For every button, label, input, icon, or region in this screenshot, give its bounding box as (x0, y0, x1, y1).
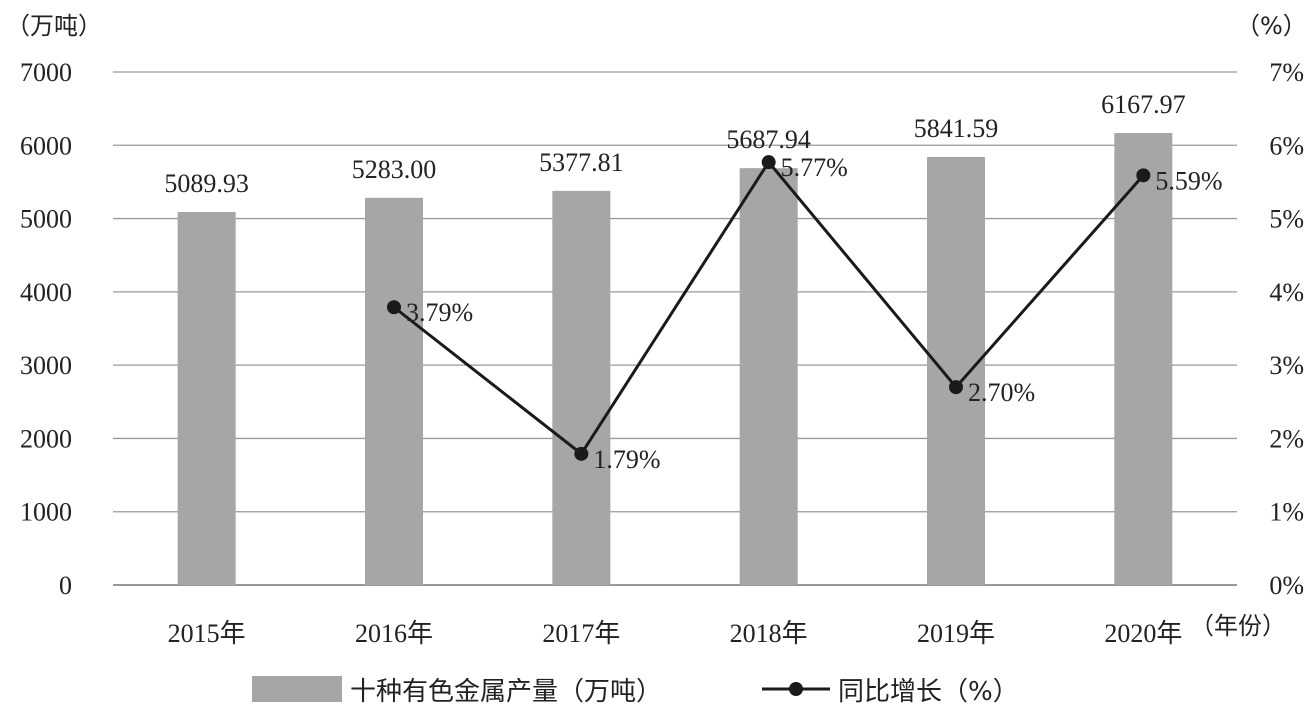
x-tick-label: 2015年 (168, 619, 246, 648)
growth-point (574, 446, 589, 461)
bar (739, 168, 798, 585)
bar-value-label: 6167.97 (1101, 90, 1186, 119)
grid-lines (113, 71, 1237, 586)
x-tick-label: 2018年 (730, 619, 808, 648)
bar-value-label: 5283.00 (352, 155, 437, 184)
y-tick-label: 4000 (20, 278, 72, 307)
y-tick-label: 6000 (20, 131, 72, 160)
bar-series (177, 132, 1173, 586)
legend-bar-swatch (252, 676, 342, 702)
growth-point (1136, 168, 1151, 183)
legend: 十种有色金属产量（万吨） 同比增长（%） (252, 676, 1019, 707)
left-axis-unit: （万吨） (6, 12, 102, 40)
y2-tick-label: 4% (1269, 278, 1304, 307)
axes: （万吨） （%） （年份） 0 1000 2000 3000 4000 5000 6000 7… (6, 12, 1307, 648)
legend-bar-label: 十种有色金属产量（万吨） (350, 677, 662, 707)
bar (1114, 132, 1173, 586)
y-tick-label: 0 (59, 571, 72, 600)
x-tick-label: 2020年 (1104, 619, 1182, 648)
bar (177, 211, 236, 586)
bar (552, 190, 611, 585)
y-tick-label: 1000 (20, 498, 72, 527)
bar-value-label: 5089.93 (164, 169, 249, 198)
bar (365, 197, 423, 585)
right-axis-unit: （%） (1236, 12, 1307, 40)
y2-tick-label: 2% (1269, 424, 1304, 453)
growth-point (949, 380, 963, 395)
y-tick-label: 2000 (20, 424, 72, 453)
growth-point (387, 300, 401, 315)
data-labels: 5089.93 5283.00 5377.81 5687.94 5841.59 6167.… (164, 90, 1222, 474)
x-axis-unit: （年份） (1190, 612, 1286, 640)
x-tick-label: 2017年 (542, 619, 620, 648)
legend-line-label: 同比增长（%） (838, 677, 1019, 707)
growth-value-label: 5.77% (781, 153, 848, 182)
growth-value-label: 3.79% (406, 298, 473, 327)
y2-tick-label: 7% (1269, 58, 1304, 87)
x-tick-label: 2016年 (355, 619, 433, 648)
y2-tick-label: 6% (1269, 131, 1304, 160)
bar (927, 156, 985, 585)
y2-tick-label: 1% (1269, 498, 1304, 527)
legend-line-marker (789, 682, 803, 696)
x-tick-label: 2019年 (917, 619, 995, 648)
y-tick-label: 3000 (20, 351, 72, 380)
line-series (387, 155, 1151, 461)
bar-value-label: 5377.81 (539, 148, 624, 177)
y2-tick-label: 0% (1269, 571, 1304, 600)
growth-point (761, 155, 776, 170)
bar-value-label: 5841.59 (914, 114, 999, 143)
y-tick-label: 5000 (20, 205, 72, 234)
bar-value-label: 5687.94 (726, 125, 811, 154)
y-tick-label: 7000 (20, 58, 72, 87)
y2-tick-label: 5% (1269, 205, 1304, 234)
y2-tick-label: 3% (1269, 351, 1304, 380)
growth-value-label: 1.79% (593, 445, 660, 474)
growth-value-label: 5.59% (1155, 166, 1222, 195)
growth-value-label: 2.70% (968, 378, 1035, 407)
